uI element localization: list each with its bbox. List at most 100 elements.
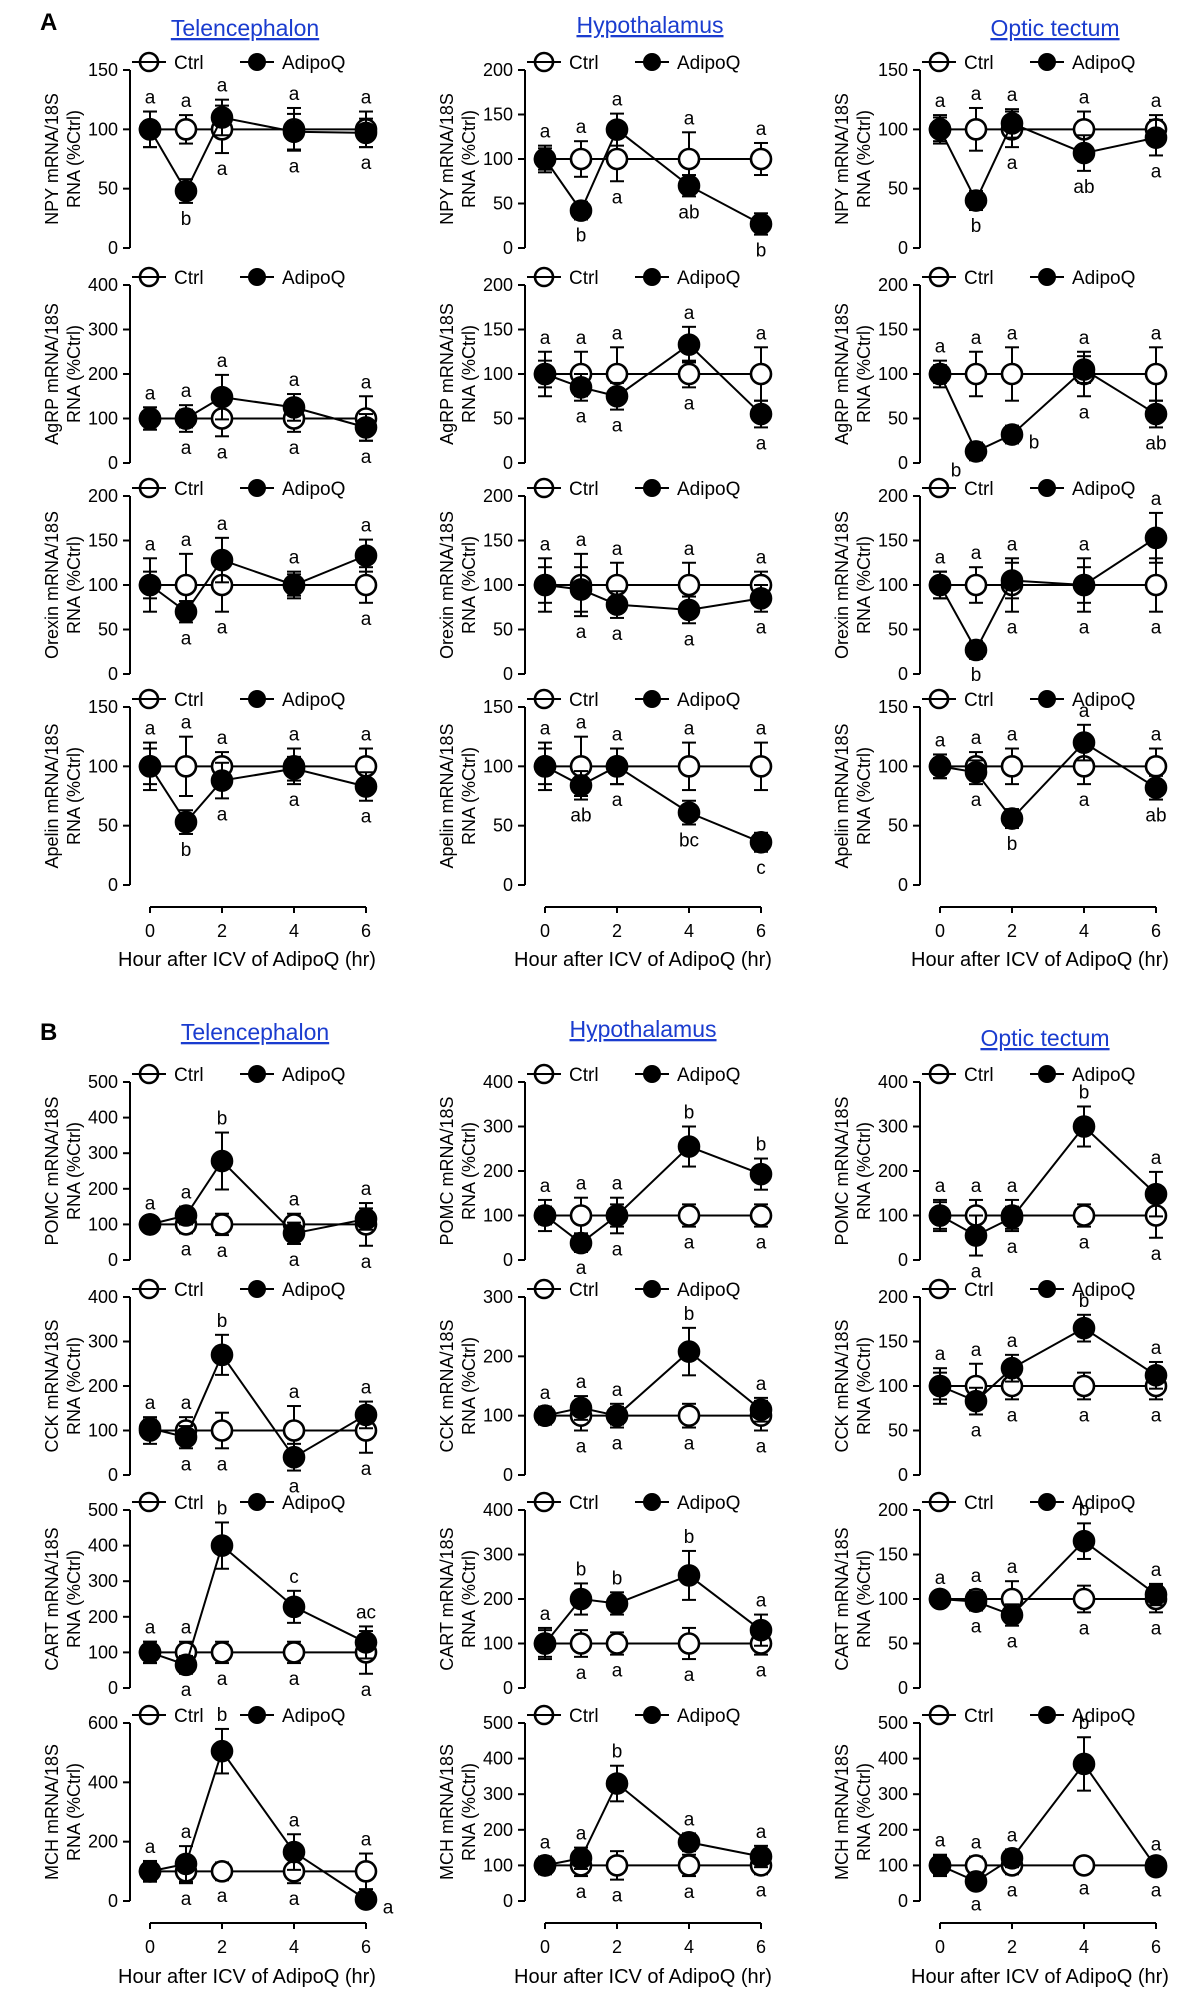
y-tick-label: 0	[898, 664, 908, 684]
legend-adipoq-label: AdipoQ	[1072, 53, 1135, 74]
significance-letter: a	[935, 1344, 946, 1365]
y-tick-label: 200	[483, 60, 513, 80]
y-axis-title: Orexin mRNA/18S	[832, 511, 852, 659]
x-tick-label: 6	[361, 1937, 371, 1957]
significance-letter: b	[971, 665, 982, 686]
data-point-adipoq	[928, 755, 952, 778]
significance-letter: a	[612, 1380, 623, 1401]
y-tick-label: 400	[878, 1072, 908, 1092]
significance-letter: a	[361, 1378, 372, 1399]
significance-letter: a	[1151, 1148, 1162, 1169]
legend-ctrl-label: Ctrl	[964, 53, 994, 74]
data-point-adipoq	[677, 333, 701, 356]
y-axis-title: NPY mRNA/18S	[437, 93, 457, 225]
legend-adipoq-label: AdipoQ	[677, 1280, 740, 1301]
data-point-adipoq	[174, 1425, 198, 1449]
y-axis-title: CART mRNA/18S	[437, 1527, 457, 1670]
y-tick-label: 0	[108, 664, 118, 684]
data-point-adipoq	[749, 1162, 773, 1186]
legend-adipoq-label: AdipoQ	[282, 1065, 345, 1086]
legend-ctrl-label: Ctrl	[174, 690, 204, 711]
significance-letter: a	[935, 1831, 946, 1852]
legend-adipoq-marker	[1038, 1706, 1056, 1724]
significance-letter: a	[576, 1663, 587, 1684]
legend-ctrl-label: Ctrl	[964, 479, 994, 500]
y-tick-label: 0	[898, 875, 908, 895]
significance-letter: a	[684, 629, 695, 650]
y-axis-title: RNA (%Ctrl)	[64, 747, 84, 845]
significance-letter: a	[935, 337, 946, 358]
y-tick-label: 200	[878, 486, 908, 506]
plot-a-apelin-opt: Ctrl AdipoQ 0 50 100 150 Apelin mRNA/18S RNA (%…	[832, 688, 1168, 941]
data-point-ctrl	[174, 118, 198, 141]
data-point-adipoq	[749, 1845, 773, 1868]
y-tick-label: 0	[898, 1891, 908, 1911]
significance-letter: a	[1079, 534, 1090, 555]
y-tick-label: 150	[483, 320, 513, 340]
data-point-ctrl	[1144, 755, 1168, 778]
y-axis-title: MCH mRNA/18S	[832, 1744, 852, 1880]
x-tick-label: 2	[612, 1937, 622, 1957]
data-point-adipoq	[282, 120, 306, 144]
significance-letter: a	[361, 372, 372, 393]
plot-b-mch-opt: Ctrl AdipoQ 0 100 200 300 400 500 MCH mRNA/18S RN…	[832, 1704, 1168, 1957]
significance-letter: b	[951, 460, 962, 481]
significance-letter: b	[756, 241, 767, 262]
legend-adipoq-label: AdipoQ	[282, 1493, 345, 1514]
significance-letter: a	[576, 1258, 587, 1279]
significance-letter: a	[217, 728, 228, 749]
significance-letter: a	[217, 1669, 228, 1690]
y-tick-label: 100	[483, 1855, 513, 1875]
significance-letter: a	[289, 725, 300, 746]
legend-ctrl-label: Ctrl	[174, 1493, 204, 1514]
data-point-adipoq	[210, 1343, 234, 1367]
significance-letter: a	[935, 730, 946, 751]
significance-letter: a	[1007, 1557, 1018, 1578]
significance-letter: a	[612, 1434, 623, 1455]
data-point-adipoq	[964, 440, 988, 463]
plot-a-npy-hyp: Ctrl AdipoQ 0 50 100 150 200 NPY mRNA/18S RNA (%…	[437, 51, 773, 262]
data-point-adipoq	[964, 1870, 988, 1893]
data-point-ctrl	[964, 573, 988, 597]
significance-letter: a	[935, 1176, 946, 1197]
significance-letter: a	[1007, 323, 1018, 344]
data-point-adipoq	[354, 1403, 378, 1427]
legend-adipoq-label: AdipoQ	[282, 479, 345, 500]
data-point-adipoq	[138, 118, 162, 141]
significance-letter: a	[1079, 328, 1090, 349]
y-axis-title: RNA (%Ctrl)	[854, 325, 874, 423]
significance-letter: ab	[1073, 177, 1094, 198]
data-point-ctrl	[1072, 1374, 1096, 1398]
significance-letter: a	[217, 442, 228, 463]
data-point-adipoq	[138, 1860, 162, 1883]
significance-letter: a	[684, 1882, 695, 1903]
y-tick-label: 200	[878, 1287, 908, 1307]
significance-letter: a	[181, 1183, 192, 1204]
y-tick-label: 100	[878, 119, 908, 139]
legend-adipoq-marker	[643, 1706, 661, 1724]
significance-letter: a	[1151, 323, 1162, 344]
y-tick-label: 0	[503, 238, 513, 258]
significance-letter: ab	[678, 202, 699, 223]
legend-adipoq-label: AdipoQ	[1072, 690, 1135, 711]
legend-adipoq-label: AdipoQ	[1072, 1280, 1135, 1301]
x-tick-label: 2	[1007, 1937, 1017, 1957]
y-axis-title: POMC mRNA/18S	[832, 1096, 852, 1245]
y-axis-title: RNA (%Ctrl)	[854, 110, 874, 208]
data-point-ctrl	[1144, 573, 1168, 597]
legend-ctrl-label: Ctrl	[174, 1065, 204, 1086]
y-axis-title: MCH mRNA/18S	[42, 1744, 62, 1880]
significance-letter: b	[217, 1109, 228, 1130]
significance-letter: a	[576, 713, 587, 734]
significance-letter: a	[361, 807, 372, 828]
y-tick-label: 0	[108, 453, 118, 473]
xlabel-b-col3: Hour after ICV of AdipoQ (hr)	[911, 1966, 1169, 1988]
data-point-adipoq	[354, 1207, 378, 1231]
plot-b-cart-tel: Ctrl AdipoQ 0 100 200 300 400 500 CART mRNA/18S R…	[42, 1491, 378, 1701]
legend-adipoq-label: AdipoQ	[1072, 479, 1135, 500]
x-tick-label: 2	[217, 1937, 227, 1957]
y-tick-label: 200	[878, 1500, 908, 1520]
plot-a-agrp-hyp: Ctrl AdipoQ 0 50 100 150 200 AgRP mRNA/18S RNA (…	[437, 266, 773, 473]
data-point-adipoq	[1144, 126, 1168, 149]
significance-letter: a	[1007, 725, 1018, 746]
